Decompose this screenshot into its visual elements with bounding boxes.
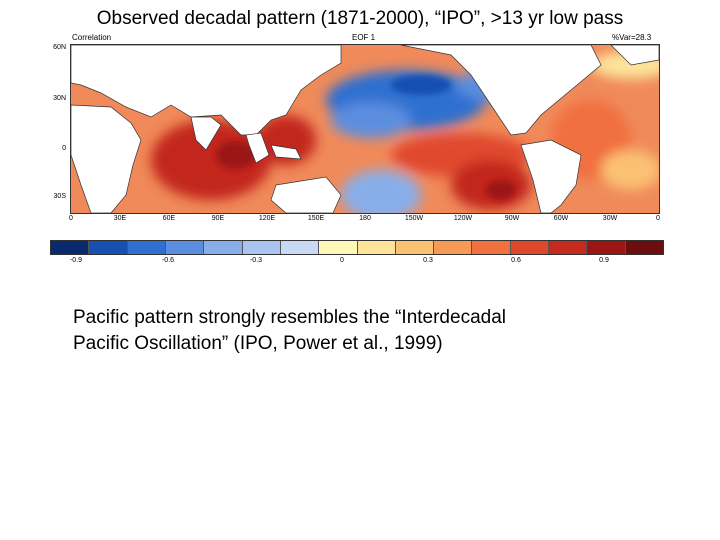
colorbar-swatch bbox=[280, 241, 320, 254]
colorbar-swatch bbox=[204, 241, 243, 254]
slide-note: Pacific pattern strongly resembles the “… bbox=[73, 305, 673, 357]
map-right-label: %Var=28.3 bbox=[612, 33, 652, 42]
colorbar-swatch bbox=[357, 241, 396, 254]
lon-label: 30E bbox=[113, 215, 127, 222]
colorbar-tick-label: 0.6 bbox=[511, 257, 521, 264]
lon-label: 150W bbox=[404, 215, 424, 222]
colorbar-swatch bbox=[434, 241, 473, 254]
lon-label: 90W bbox=[504, 215, 520, 222]
colorbar-swatch bbox=[549, 241, 588, 254]
lon-label: 90E bbox=[211, 215, 225, 222]
note-line: Pacific pattern strongly resembles the “… bbox=[73, 307, 506, 328]
colorbar-tick-label: -0.9 bbox=[69, 257, 83, 264]
colorbar-tick-label: -0.6 bbox=[161, 257, 175, 264]
eof-correlation-map bbox=[70, 44, 660, 214]
colorbar-swatch bbox=[51, 241, 90, 254]
lon-label: 180 bbox=[359, 215, 371, 222]
lon-label: 120E bbox=[258, 215, 276, 222]
note-line: Pacific Oscillation” (IPO, Power et al.,… bbox=[73, 333, 443, 354]
colorbar-swatch bbox=[625, 241, 663, 254]
colorbar-swatch bbox=[127, 241, 166, 254]
lon-label: 0 bbox=[656, 215, 660, 222]
lat-label-60n: 60N bbox=[53, 44, 66, 51]
colorbar-swatch bbox=[587, 241, 626, 254]
lon-label: 60E bbox=[162, 215, 176, 222]
colorbar-swatch bbox=[319, 241, 358, 254]
colorbar-swatch bbox=[510, 241, 550, 254]
colorbar bbox=[50, 240, 664, 255]
lat-label-30n: 30N bbox=[53, 95, 66, 102]
lat-label-eq: 0 bbox=[62, 145, 66, 152]
colorbar-swatch bbox=[89, 241, 128, 254]
lon-label: 150E bbox=[307, 215, 325, 222]
map-center-label: EOF 1 bbox=[352, 33, 376, 42]
colorbar-swatch bbox=[472, 241, 511, 254]
slide-title: Observed decadal pattern (1871-2000), “I… bbox=[96, 8, 624, 29]
colorbar-swatch bbox=[395, 241, 435, 254]
colorbar-swatch bbox=[165, 241, 205, 254]
colorbar-swatch bbox=[242, 241, 281, 254]
lat-label-30s: 30S bbox=[53, 193, 66, 200]
map-left-label: Correlation bbox=[72, 33, 112, 42]
lon-label: 30W bbox=[602, 215, 618, 222]
colorbar-tick-label: -0.3 bbox=[249, 257, 263, 264]
colorbar-tick-label: 0.3 bbox=[423, 257, 433, 264]
lon-label: 0 bbox=[69, 215, 73, 222]
colorbar-tick-label: 0.9 bbox=[599, 257, 609, 264]
colorbar-tick-label: 0 bbox=[340, 257, 344, 264]
lon-label: 60W bbox=[553, 215, 569, 222]
lon-label: 120W bbox=[453, 215, 473, 222]
